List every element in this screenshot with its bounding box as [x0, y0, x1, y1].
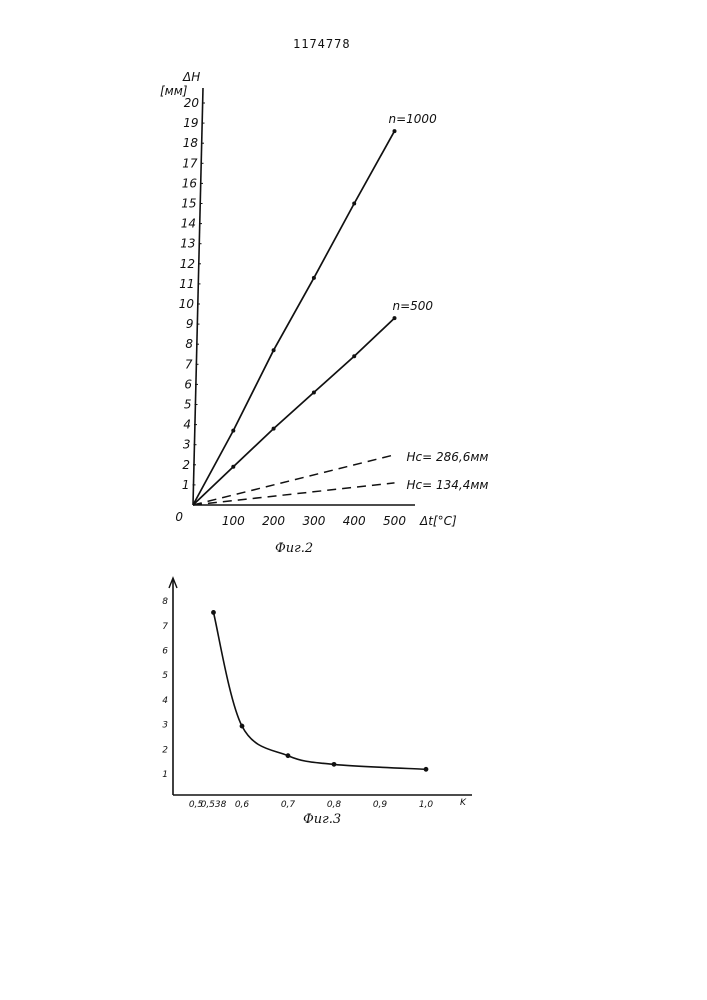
x-tick-label: 0,6: [235, 800, 250, 810]
y-tick-label: 2: [162, 745, 168, 755]
data-point: [332, 762, 337, 767]
x-tick-label: 0,538: [201, 800, 227, 810]
x-tick-label: 0,9: [373, 800, 388, 810]
x-tick-label: 0,8: [327, 800, 342, 810]
y-tick-label: 4: [162, 696, 168, 706]
y-tick-label: 8: [162, 597, 168, 607]
series-line: [214, 613, 427, 770]
y-tick-label: 6: [162, 647, 168, 657]
x-axis-label: K: [460, 798, 467, 808]
data-point: [211, 610, 216, 615]
x-tick-label: 0,7: [281, 800, 296, 810]
figure-caption: Фиг.3: [303, 812, 341, 827]
data-point: [240, 724, 245, 729]
data-point: [424, 767, 429, 772]
y-tick-label: 3: [162, 721, 168, 731]
y-tick-label: 5: [162, 671, 168, 681]
data-point: [286, 753, 291, 758]
y-tick-label: 1: [162, 770, 168, 780]
x-tick-label: 1,0: [419, 800, 434, 810]
y-tick-label: 7: [162, 622, 168, 632]
